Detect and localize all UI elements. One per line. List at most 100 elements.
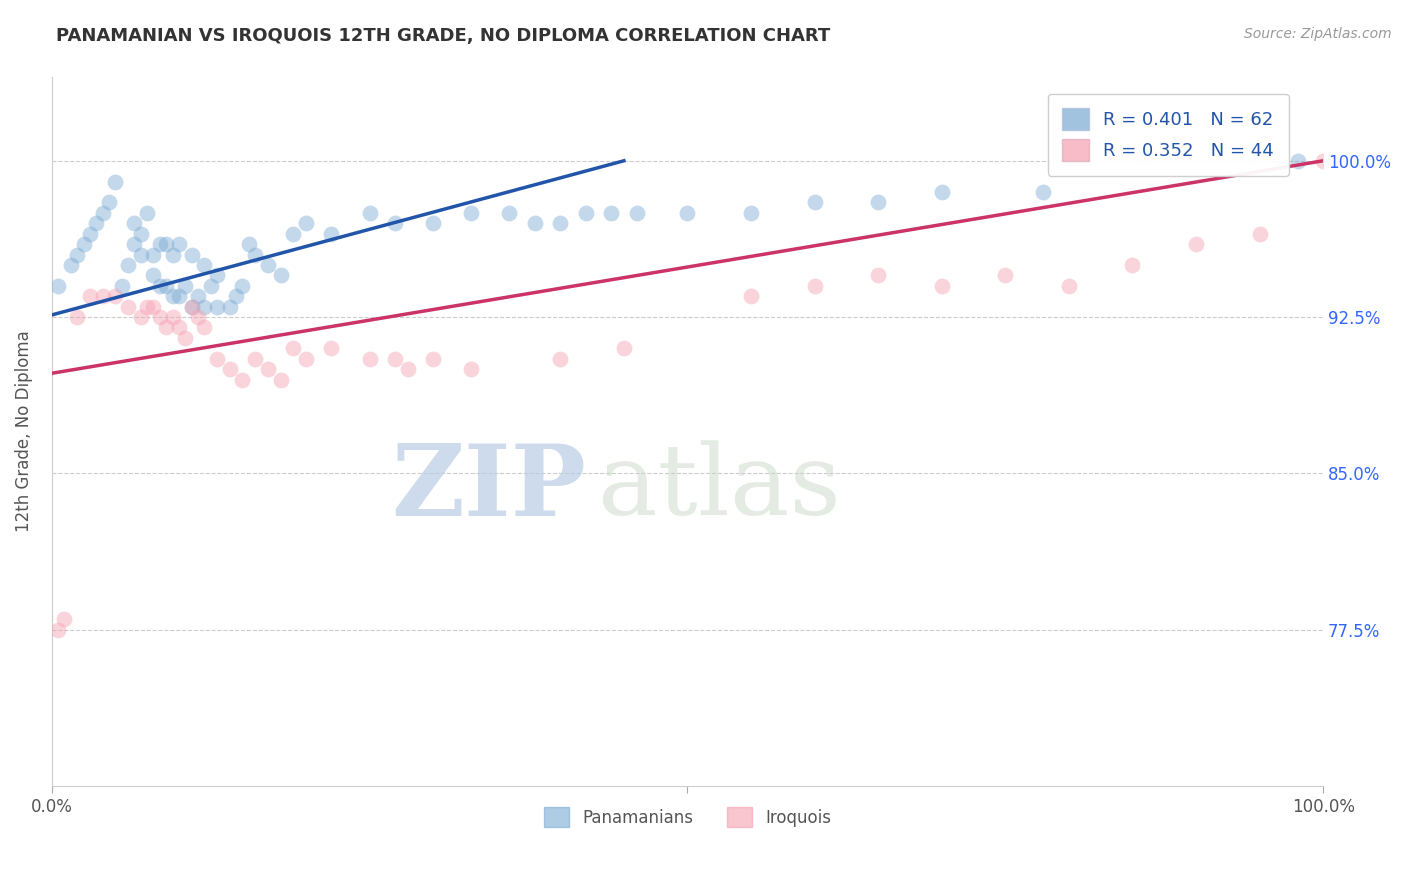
Point (396, 362, 419, 376)
Legend: Panamanians, Iroquois: Panamanians, Iroquois (537, 800, 838, 834)
Point (46, 623, 69, 637)
Point (205, 300, 228, 314)
Text: Source: ZipAtlas.com: Source: ZipAtlas.com (1244, 27, 1392, 41)
Point (231, 278, 253, 293)
Point (162, 289, 184, 303)
Point (117, 300, 139, 314)
Point (218, 362, 240, 376)
Point (243, 247, 266, 261)
Point (174, 278, 197, 293)
Text: PANAMANIAN VS IROQUOIS 12TH GRADE, NO DIPLOMA CORRELATION CHART: PANAMANIAN VS IROQUOIS 12TH GRADE, NO DI… (56, 27, 831, 45)
Point (550, 351, 572, 366)
Point (1185, 237, 1208, 252)
Point (155, 237, 177, 252)
Point (167, 237, 190, 252)
Point (149, 237, 172, 252)
Point (295, 216, 318, 230)
Point (104, 175, 127, 189)
Point (205, 351, 228, 366)
Point (359, 206, 381, 220)
Point (180, 247, 202, 261)
Point (193, 258, 215, 272)
Point (84, 216, 107, 230)
Point (460, 362, 482, 376)
Point (162, 247, 184, 261)
Point (97, 195, 120, 210)
Point (59, 258, 82, 272)
Y-axis label: 12th Grade, No Diploma: 12th Grade, No Diploma (15, 331, 32, 533)
Point (149, 310, 172, 324)
Point (243, 351, 266, 366)
Point (142, 268, 165, 283)
Point (72, 237, 94, 252)
Point (868, 195, 890, 210)
Point (257, 362, 280, 376)
Point (626, 206, 648, 220)
Point (136, 300, 159, 314)
Point (740, 206, 762, 220)
Point (1249, 227, 1271, 241)
Point (270, 372, 292, 386)
Point (91, 206, 114, 220)
Point (193, 320, 215, 334)
Point (1121, 258, 1143, 272)
Point (66, 247, 89, 261)
Point (205, 268, 228, 283)
Point (53, 612, 76, 626)
Point (200, 278, 222, 293)
Point (46, 278, 69, 293)
Point (167, 320, 190, 334)
Point (575, 206, 598, 220)
Point (162, 310, 184, 324)
Point (1312, 153, 1334, 168)
Point (129, 247, 152, 261)
Point (257, 258, 280, 272)
Point (136, 206, 159, 220)
Point (180, 300, 202, 314)
Point (155, 320, 177, 334)
Point (523, 216, 546, 230)
Point (79, 289, 101, 303)
Point (931, 185, 953, 199)
Point (238, 237, 260, 252)
Point (384, 216, 406, 230)
Point (225, 289, 247, 303)
Point (803, 195, 825, 210)
Point (498, 206, 520, 220)
Point (384, 351, 406, 366)
Point (79, 227, 101, 241)
Point (1032, 185, 1054, 199)
Point (676, 206, 699, 220)
Point (193, 300, 215, 314)
Point (167, 289, 190, 303)
Point (460, 206, 482, 220)
Point (129, 310, 152, 324)
Point (91, 289, 114, 303)
Point (111, 278, 134, 293)
Point (422, 216, 444, 230)
Point (149, 278, 172, 293)
Text: ZIP: ZIP (391, 440, 586, 537)
Point (117, 258, 139, 272)
Point (868, 268, 890, 283)
Point (231, 372, 253, 386)
Point (270, 268, 292, 283)
Point (321, 341, 343, 355)
Point (129, 227, 152, 241)
Point (994, 268, 1017, 283)
Point (187, 289, 209, 303)
Point (174, 331, 197, 345)
Point (550, 216, 572, 230)
Point (803, 278, 825, 293)
Point (124, 237, 146, 252)
Point (66, 310, 89, 324)
Point (142, 247, 165, 261)
Point (187, 310, 209, 324)
Point (155, 278, 177, 293)
Point (422, 351, 444, 366)
Point (180, 300, 202, 314)
Text: atlas: atlas (599, 441, 841, 536)
Point (600, 206, 623, 220)
Point (283, 341, 305, 355)
Point (740, 289, 762, 303)
